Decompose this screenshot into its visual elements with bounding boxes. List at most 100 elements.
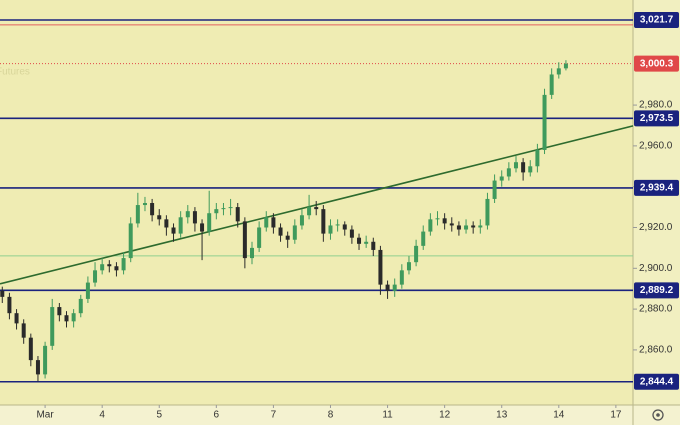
x-tick-label: Mar (36, 410, 54, 421)
candle-body (164, 219, 169, 228)
x-tick-label: 17 (610, 410, 622, 421)
candle-body (464, 225, 469, 230)
level-label-box (634, 282, 679, 299)
candle-body (478, 225, 483, 228)
x-tick-label: 13 (496, 410, 508, 421)
candle-body (214, 209, 219, 214)
candle-body (421, 231, 426, 246)
candle-body (221, 208, 226, 210)
candle-body (399, 270, 404, 285)
candle-body (150, 203, 155, 216)
candle-body (0, 290, 5, 297)
last-price-box (634, 55, 679, 72)
candle-body (314, 207, 319, 210)
candle-body (185, 211, 190, 218)
candle-body (506, 168, 511, 177)
candle-body (535, 149, 540, 167)
candle-body (364, 241, 369, 244)
settings-button-dot (656, 413, 660, 417)
candle-body (178, 217, 183, 234)
candle-body (321, 209, 326, 234)
x-tick-label: 14 (553, 410, 565, 421)
candle-body (14, 313, 19, 324)
candle-body (157, 215, 162, 220)
candle-body (349, 229, 354, 238)
x-tick-label: 7 (271, 410, 277, 421)
candle-body (357, 237, 362, 244)
candle-body (128, 223, 133, 259)
candle-body (57, 307, 62, 316)
level-label-box (634, 179, 679, 196)
x-tick-label: 4 (99, 410, 105, 421)
candle-body (428, 219, 433, 232)
x-tick-label: 12 (439, 410, 451, 421)
y-tick-label: 2,980.0 (639, 100, 673, 111)
candle-body (549, 74, 554, 95)
candle-body (335, 224, 340, 226)
x-tick-label: 6 (214, 410, 220, 421)
candle-body (207, 213, 212, 232)
candle-body (292, 225, 297, 240)
candle-body (563, 63, 568, 69)
candle-body (93, 270, 98, 283)
candle-body (228, 207, 233, 209)
candle-body (513, 162, 518, 169)
candle-body (378, 249, 383, 285)
candle-body (528, 166, 533, 173)
candle-body (299, 215, 304, 226)
level-label: 3,021.7 (640, 15, 674, 26)
candle-body (192, 211, 197, 224)
y-tick-label: 2,860.0 (639, 345, 673, 356)
y-tick-label: 2,960.0 (639, 141, 673, 152)
candle-body (471, 225, 476, 228)
candle-body (271, 217, 276, 228)
settings-button[interactable] (652, 409, 664, 421)
candle-body (121, 258, 126, 271)
candle-body (135, 205, 140, 224)
candle-body (250, 247, 255, 259)
level-label: 2,939.4 (640, 183, 674, 194)
candle-body (499, 176, 504, 181)
candle-body (307, 207, 312, 216)
candle-body (71, 313, 76, 322)
level-label: 2,844.4 (640, 376, 674, 387)
x-tick-label: 11 (382, 410, 393, 421)
candle-body (78, 298, 83, 314)
x-tick-label: 8 (328, 410, 334, 421)
candle-body (21, 323, 26, 338)
level-label-box (634, 11, 679, 28)
candle-body (435, 218, 440, 220)
candle-body (385, 284, 390, 291)
candle-body (285, 235, 290, 240)
candle-body (264, 217, 269, 228)
candle-body (456, 225, 461, 230)
level-label-box (634, 110, 679, 127)
candle-body (556, 68, 561, 75)
candle-body (28, 337, 33, 361)
candle-body (492, 180, 497, 199)
time-axis-background (0, 405, 680, 425)
level-label: 2,973.5 (640, 113, 674, 124)
candle-body (542, 94, 547, 150)
candle-body (406, 262, 411, 271)
candle-body (100, 264, 105, 271)
level-label-box (634, 373, 679, 390)
candle-body (114, 266, 119, 271)
candle-body (342, 224, 347, 230)
watermark: Futures (0, 67, 30, 78)
candle-body (235, 207, 240, 222)
candle-body (200, 223, 205, 232)
candle-body (50, 307, 55, 346)
candle-body (521, 162, 526, 173)
candle-body (107, 264, 112, 267)
candle-body (414, 245, 419, 263)
candle-body (142, 203, 147, 206)
candle-body (43, 345, 48, 375)
candle-body (242, 221, 247, 259)
candle-body (7, 296, 12, 314)
y-tick-label: 2,900.0 (639, 263, 673, 274)
candle-body (371, 241, 376, 250)
candle-body (85, 282, 90, 299)
x-tick-label: 5 (156, 410, 162, 421)
